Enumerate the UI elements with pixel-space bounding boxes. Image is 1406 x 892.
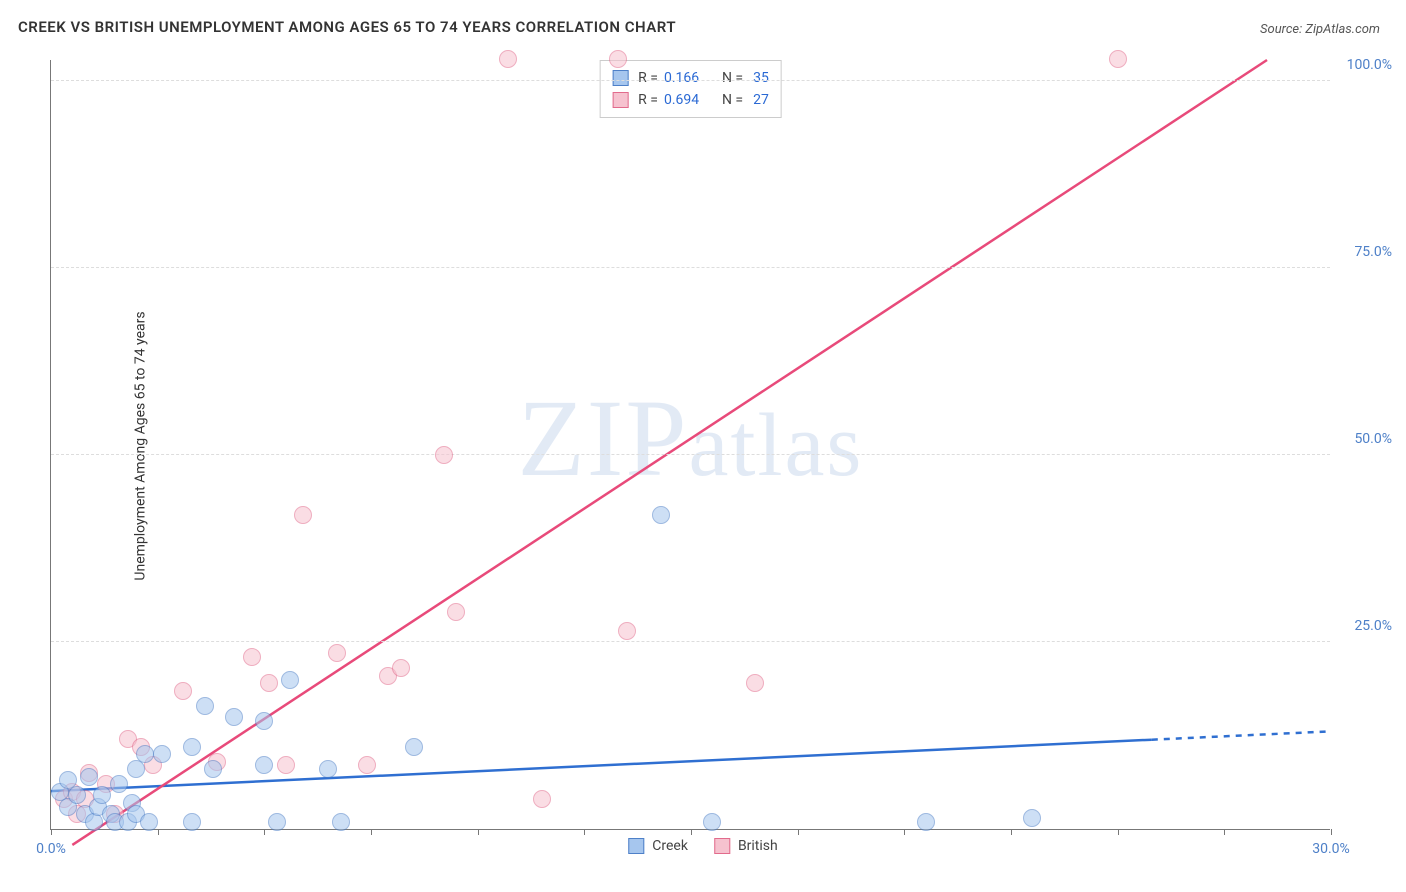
gridline-h	[51, 454, 1330, 455]
legend-label-creek: Creek	[652, 838, 688, 854]
trendline-creek-dashed	[1152, 731, 1331, 739]
legend-label-british: British	[738, 838, 778, 854]
legend-r-label: R =	[638, 70, 658, 86]
watermark: ZIPatlas	[518, 375, 864, 502]
point-creek	[255, 712, 273, 730]
point-creek	[1023, 809, 1041, 827]
point-british	[499, 50, 517, 68]
legend-n-label: N =	[722, 70, 743, 86]
point-british	[328, 644, 346, 662]
point-creek	[204, 760, 222, 778]
point-british	[618, 622, 636, 640]
x-tick	[798, 829, 799, 835]
gridline-h	[51, 267, 1330, 268]
x-tick	[51, 829, 52, 835]
legend-swatch-british	[714, 838, 730, 854]
y-tick-label: 75.0%	[1336, 244, 1392, 260]
x-tick	[1224, 829, 1225, 835]
gridline-h	[51, 641, 1330, 642]
legend-r-value-creek: 0.166	[664, 70, 712, 86]
point-british	[277, 756, 295, 774]
legend-n-value-creek: 35	[753, 70, 769, 86]
legend-r-value-british: 0.694	[664, 92, 712, 108]
point-british	[294, 506, 312, 524]
point-creek	[281, 671, 299, 689]
point-british	[435, 446, 453, 464]
source-label: Source: ZipAtlas.com	[1260, 22, 1380, 37]
x-tick	[1011, 829, 1012, 835]
point-creek	[225, 708, 243, 726]
point-british	[243, 648, 261, 666]
point-creek	[153, 745, 171, 763]
legend-item-british: British	[714, 838, 778, 854]
legend-row-creek: R = 0.166 N = 35	[612, 67, 769, 89]
point-creek	[268, 813, 286, 831]
legend-n-label: N =	[722, 92, 743, 108]
point-creek	[110, 775, 128, 793]
chart-title: CREEK VS BRITISH UNEMPLOYMENT AMONG AGES…	[18, 18, 676, 36]
point-british	[447, 603, 465, 621]
x-tick	[584, 829, 585, 835]
y-tick-label: 50.0%	[1336, 431, 1392, 447]
x-tick	[371, 829, 372, 835]
point-creek	[183, 813, 201, 831]
legend-item-creek: Creek	[628, 838, 688, 854]
point-creek	[68, 786, 86, 804]
point-creek	[80, 768, 98, 786]
x-tick-label: 0.0%	[36, 841, 66, 857]
point-british	[358, 756, 376, 774]
y-tick-label: 100.0%	[1336, 57, 1392, 73]
point-british	[392, 659, 410, 677]
x-tick	[264, 829, 265, 835]
legend-swatch-british	[612, 92, 628, 108]
x-tick	[691, 829, 692, 835]
point-creek	[917, 813, 935, 831]
point-british	[1109, 50, 1127, 68]
x-tick	[1118, 829, 1119, 835]
legend-series: Creek British	[628, 838, 777, 854]
plot-area: ZIPatlas R =0.166N =35R =0.694N =27 25.0…	[50, 60, 1330, 830]
legend-swatch-creek	[612, 70, 628, 86]
x-tick-label: 30.0%	[1312, 841, 1350, 857]
point-creek	[183, 738, 201, 756]
legend-row-british: R = 0.694 N = 27	[612, 89, 769, 111]
trendline-british	[72, 60, 1267, 845]
x-tick	[904, 829, 905, 835]
gridline-h	[51, 80, 1330, 81]
point-creek	[332, 813, 350, 831]
point-creek	[136, 745, 154, 763]
point-creek	[196, 697, 214, 715]
legend-swatch-creek	[628, 838, 644, 854]
point-creek	[652, 506, 670, 524]
point-creek	[140, 813, 158, 831]
point-creek	[703, 813, 721, 831]
point-british	[174, 682, 192, 700]
x-tick	[1331, 829, 1332, 835]
point-british	[533, 790, 551, 808]
x-tick	[158, 829, 159, 835]
legend-n-value-british: 27	[753, 92, 769, 108]
legend-correlation: R = 0.166 N = 35 R = 0.694 N = 27	[599, 60, 782, 118]
point-creek	[405, 738, 423, 756]
point-british	[609, 50, 627, 68]
legend-r-label: R =	[638, 92, 658, 108]
y-tick-label: 25.0%	[1336, 618, 1392, 634]
point-creek	[255, 756, 273, 774]
point-british	[746, 674, 764, 692]
x-tick	[478, 829, 479, 835]
point-british	[260, 674, 278, 692]
point-creek	[93, 786, 111, 804]
point-creek	[319, 760, 337, 778]
